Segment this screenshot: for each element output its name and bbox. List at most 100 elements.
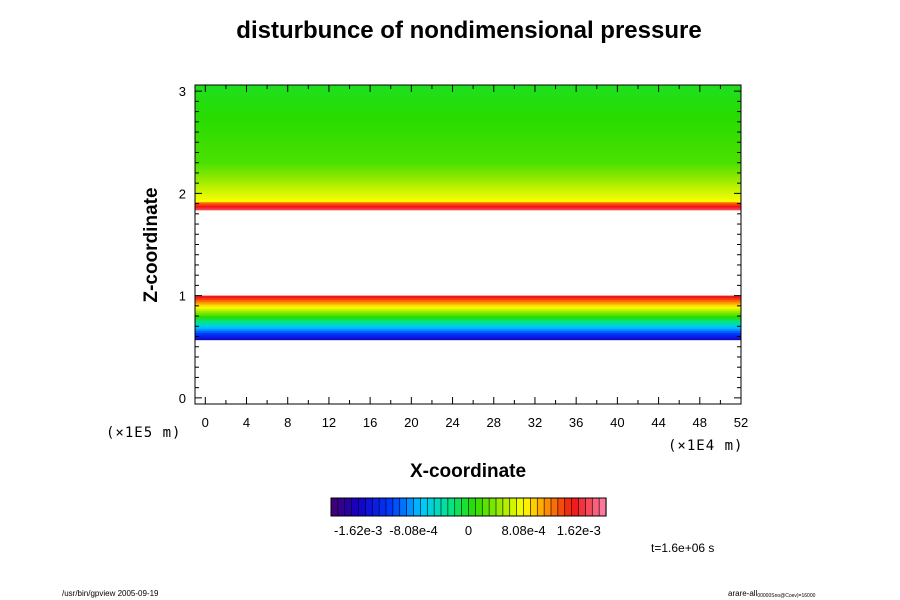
heatmap-band-2-cell	[195, 178, 741, 182]
heatmap-band-0-cell	[195, 328, 741, 332]
heatmap-band-2-cell	[195, 183, 741, 186]
heatmap-band-0-cell	[195, 306, 741, 310]
y-tick-label: 2	[179, 186, 186, 201]
colorbar-cell	[598, 497, 607, 517]
heatmap-band-0-cell	[195, 323, 741, 326]
colorbar-cell	[433, 497, 442, 517]
colorbar-cell	[550, 497, 559, 517]
heatmap-band-0-cell	[195, 324, 741, 328]
heatmap-band-2-cell	[195, 190, 741, 193]
colorbar-cell	[413, 497, 421, 517]
heatmap-band-2-cell	[195, 172, 741, 175]
heatmap-band-2-cell	[195, 175, 741, 178]
heatmap-band-2-cell	[195, 167, 741, 170]
heatmap-band-3-cell	[195, 159, 741, 164]
colorbar-cell	[516, 497, 525, 517]
heatmap-band-0-cell	[195, 319, 741, 322]
colorbar-cell	[426, 497, 435, 517]
heatmap-band-2-cell	[195, 193, 741, 196]
heatmap-band-2-cell	[195, 170, 741, 174]
heatmap-band-0-cell	[195, 332, 741, 335]
colorbar-cell	[337, 497, 346, 517]
heatmap-band-0-cell	[195, 335, 741, 339]
heatmap-band-0-cell	[195, 295, 741, 299]
x-tick-label: 28	[487, 415, 501, 430]
heatmap-band-2-cell	[195, 191, 741, 195]
colorbar-cell	[358, 497, 366, 517]
heatmap-band-2-cell	[195, 182, 741, 185]
heatmap-band-2-cell	[195, 199, 741, 203]
x-tick-label: 24	[445, 415, 459, 430]
heatmap-band-0-cell	[195, 312, 741, 315]
heatmap-band-2-cell	[195, 186, 741, 190]
footer-file-main: arare-all	[728, 589, 758, 598]
colorbar-cell	[392, 497, 401, 517]
heatmap-band-0-cell	[195, 310, 741, 313]
heatmap-band-3-cell	[195, 104, 741, 109]
footer-command: /usr/bin/gpview 2005-09-19	[62, 589, 159, 598]
colorbar-cell	[420, 497, 428, 517]
heatmap-band-2-cell	[195, 188, 741, 191]
colorbar-cell	[365, 497, 373, 517]
heatmap-band-3-cell	[195, 143, 741, 148]
colorbar-cell	[488, 497, 497, 517]
chart-title: disturbunce of nondimensional pressure	[236, 17, 701, 44]
heatmap-band-3-cell	[195, 101, 741, 106]
x-tick-label: 40	[610, 415, 624, 430]
heatmap-band-2-cell	[195, 185, 741, 188]
heatmap-band-3-cell	[195, 156, 741, 161]
colorbar-cell	[330, 497, 339, 517]
x-tick-label: 16	[363, 415, 377, 430]
heatmap-band-3-cell	[195, 117, 741, 122]
heatmap-band-0-cell	[195, 313, 741, 317]
heatmap-band-0-cell	[195, 302, 741, 306]
x-tick-label: 36	[569, 415, 583, 430]
heatmap-band-0-cell	[195, 304, 741, 308]
heatmap-band-2-cell	[195, 195, 741, 198]
heatmap-band-0-cell	[195, 308, 741, 311]
colorbar-tick-label: -1.62e-3	[334, 523, 382, 538]
heatmap-band-0-cell	[195, 297, 741, 300]
heatmap-band-2-cell	[195, 169, 741, 172]
heatmap-band-3-cell	[195, 133, 741, 138]
colorbar-tick-label: 1.62e-3	[557, 523, 601, 538]
colorbar-cell	[440, 497, 449, 517]
colorbar-cell	[344, 497, 353, 517]
y-scale-label: (×1E5 m)	[106, 425, 181, 441]
heatmap-band-3-cell	[195, 146, 741, 151]
colorbar-cell	[557, 497, 566, 517]
colorbar-cell	[509, 497, 518, 517]
heatmap-band-0-cell	[195, 326, 741, 330]
heatmap-band-2-cell	[195, 196, 741, 199]
colorbar-cell	[406, 497, 415, 517]
heatmap-band-0-cell	[195, 337, 741, 341]
x-tick-label: 8	[284, 415, 291, 430]
heatmap-band-3-cell	[195, 91, 741, 96]
colorbar-cell	[454, 497, 463, 517]
heatmap-band-0-cell	[195, 330, 741, 333]
heatmap-band-3-cell	[195, 140, 741, 144]
colorbar-cell	[536, 497, 545, 517]
heatmap-band-2-cell	[195, 174, 741, 177]
colorbar-cell	[585, 497, 593, 517]
x-scale-label: (×1E4 m)	[668, 438, 743, 454]
colorbar-cell	[495, 497, 504, 517]
colorbar-cell	[461, 497, 470, 517]
colorbar-cell	[578, 497, 586, 517]
heatmap-band-3-cell	[195, 123, 741, 128]
colorbar-cell	[447, 497, 456, 517]
heatmap-band-0-cell	[195, 334, 741, 337]
x-tick-label: 52	[734, 415, 748, 430]
colorbar-cell	[475, 497, 483, 517]
heatmap-band-0-cell	[195, 321, 741, 324]
heatmap-band-2-cell	[195, 162, 741, 165]
x-tick-label: 20	[404, 415, 418, 430]
heatmap-band-2-cell	[195, 198, 741, 201]
heatmap-band-3-cell	[195, 110, 741, 115]
colorbar	[330, 497, 607, 517]
colorbar-cell	[468, 497, 476, 517]
x-tick-label: 0	[202, 415, 209, 430]
heatmap-band-2-cell	[195, 165, 741, 169]
colorbar-cell	[591, 497, 600, 517]
